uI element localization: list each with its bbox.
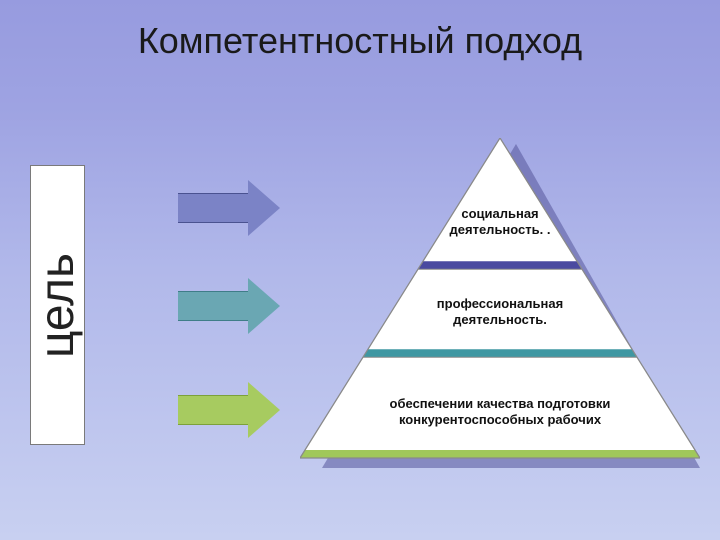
arrow-head (248, 278, 280, 334)
pyramid-band-3 (300, 450, 700, 458)
arrow-1 (178, 180, 280, 236)
page-title: Компетентностный подход (0, 20, 720, 62)
pyramid-band-2 (363, 349, 637, 357)
pyramid-tier-label-line2: деятельность. (300, 312, 700, 328)
arrow-shaft (178, 291, 248, 321)
pyramid-tier-label-line2: конкурентоспособных рабочих (300, 412, 700, 428)
arrow-3 (178, 382, 280, 438)
pyramid-tier-label-3: обеспечении качества подготовкиконкурент… (300, 396, 700, 427)
arrow-shaft (178, 395, 248, 425)
arrow-shaft (178, 193, 248, 223)
arrow-2 (178, 278, 280, 334)
arrow-head (248, 180, 280, 236)
arrow-head (248, 382, 280, 438)
goal-label: цель (30, 252, 85, 357)
pyramid: социальнаядеятельность. . профессиональна… (300, 138, 700, 458)
pyramid-tier-label-line1: социальная (300, 206, 700, 222)
pyramid-tier-label-line1: обеспечении качества подготовки (300, 396, 700, 412)
goal-label-box: цель (30, 165, 85, 445)
pyramid-tier-label-line1: профессиональная (300, 296, 700, 312)
pyramid-tier-label-line2: деятельность. . (300, 222, 700, 238)
pyramid-band-1 (418, 261, 582, 269)
pyramid-tier-1 (418, 138, 582, 269)
pyramid-tier-label-2: профессиональнаядеятельность. (300, 296, 700, 327)
pyramid-tier-label-1: социальнаядеятельность. . (300, 206, 700, 237)
